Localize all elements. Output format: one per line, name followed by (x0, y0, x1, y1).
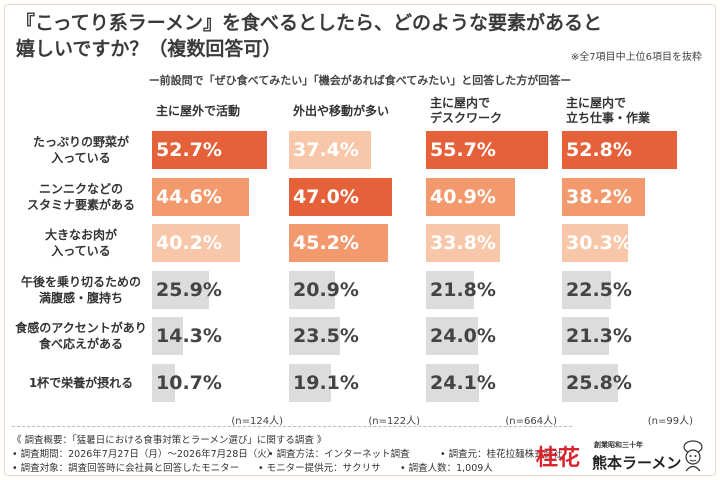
survey-target: • 調査対象：調査回答時に会社員と回答したモニター (12, 463, 240, 474)
column-header: 外出や移動が多い (293, 104, 390, 118)
chart-title-line2: 嬉しいですか？（複数回答可） (16, 38, 282, 60)
bar (152, 177, 250, 216)
data-label: 21.8% (430, 278, 496, 301)
bar (152, 317, 184, 355)
survey-count: • 調査人数：1,009人 (400, 463, 493, 474)
bar (152, 270, 209, 309)
survey-overview: 《 調査概要：「猛暑日における食事対策とラーメン選び」に関する調査 》 (12, 435, 327, 446)
bar (426, 317, 479, 355)
brand-tagline: 創業昭和三十年 (594, 441, 643, 449)
data-label: 14.3% (156, 325, 222, 347)
column-header: 主に屋内で 立ち仕事・作業 (566, 96, 651, 125)
data-label: 52.7% (156, 139, 222, 161)
data-label: 45.2% (293, 232, 359, 254)
column-header: 主に屋内で デスクワーク (430, 96, 503, 125)
bar (426, 224, 500, 262)
bar (562, 270, 612, 309)
footer-divider (12, 426, 572, 427)
bar (562, 317, 609, 355)
survey-source: • 調査元：桂花拉麺株式会社 (440, 449, 563, 460)
brand-logo: 桂花 創業昭和三十年 熊本ラーメン (536, 440, 706, 474)
data-label: 47.0% (293, 185, 359, 208)
bar (289, 317, 341, 355)
chart-title-line1: 『こってり系ラーメン』を食べるとしたら、どのような要素があると (16, 12, 602, 34)
data-label: 37.4% (293, 139, 359, 161)
data-label: 20.9% (293, 278, 359, 301)
data-label: 10.7% (156, 371, 222, 394)
bar (289, 224, 388, 262)
bar (426, 363, 479, 402)
bar (152, 363, 176, 402)
data-label: 22.5% (566, 278, 632, 301)
bar (426, 131, 548, 169)
survey-provider: • モニター提供元：サクリサ (258, 463, 381, 474)
column-header: 主に屋外で活動 (156, 104, 241, 118)
bar (562, 177, 646, 216)
bar (152, 131, 268, 169)
row-label: ニンニクなどの スタミナ要素がある (26, 181, 135, 212)
data-label: 44.6% (156, 185, 222, 208)
data-label: 24.0% (430, 325, 496, 347)
row-label: 1杯で栄養が摂れる (28, 375, 134, 390)
sample-size: (n=122人) (368, 416, 420, 427)
data-label: 40.9% (430, 185, 496, 208)
data-label: 21.3% (566, 325, 632, 347)
data-label: 19.1% (293, 371, 359, 394)
row-label: 午後を乗り切るための 満腹感・腹持ち (20, 274, 141, 305)
bar (562, 224, 629, 262)
brand-name: 熊本ラーメン (592, 454, 682, 472)
data-label: 52.8% (566, 139, 632, 161)
selection-note: ※全7項目中上位6項目を抜粋 (570, 52, 702, 63)
bar (426, 270, 474, 309)
row-label: たっぷりの野菜が 入っている (32, 135, 129, 165)
row-label: 大きなお肉が 入っている (44, 228, 117, 258)
survey-period: • 調査期間：2026年7月27日（月）〜2026年7月28日（火） (12, 449, 277, 460)
data-label: 25.8% (566, 371, 632, 394)
data-label: 55.7% (430, 139, 496, 161)
mascot-chef-icon (683, 440, 703, 472)
data-label: 24.1% (430, 371, 496, 394)
data-label: 38.2% (566, 185, 632, 208)
bar (289, 131, 371, 169)
bar (289, 270, 335, 309)
data-label: 40.2% (156, 232, 222, 254)
bar (152, 224, 240, 262)
bar (289, 363, 331, 402)
sample-size: (n=99人) (647, 416, 693, 427)
chart-subtitle: ー前設問で「ぜひ食べてみたい」「機会があれば食べてみたい」と回答した方が回答ー (148, 74, 572, 87)
bar (562, 363, 619, 402)
brand-kanji: 桂花 (536, 445, 581, 471)
bar (426, 177, 516, 216)
row-label: 食感のアクセントがあり 食べ応えがある (15, 321, 147, 351)
data-label: 23.5% (293, 325, 359, 347)
bar (562, 131, 678, 169)
bar (289, 177, 392, 216)
survey-method: • 調査方法：インターネット調査 (268, 449, 410, 460)
data-label: 25.9% (156, 278, 222, 301)
data-label: 33.8% (430, 232, 496, 254)
sample-size: (n=124人) (231, 416, 283, 427)
sample-size: (n=664人) (505, 416, 557, 427)
data-label: 30.3% (566, 232, 632, 254)
